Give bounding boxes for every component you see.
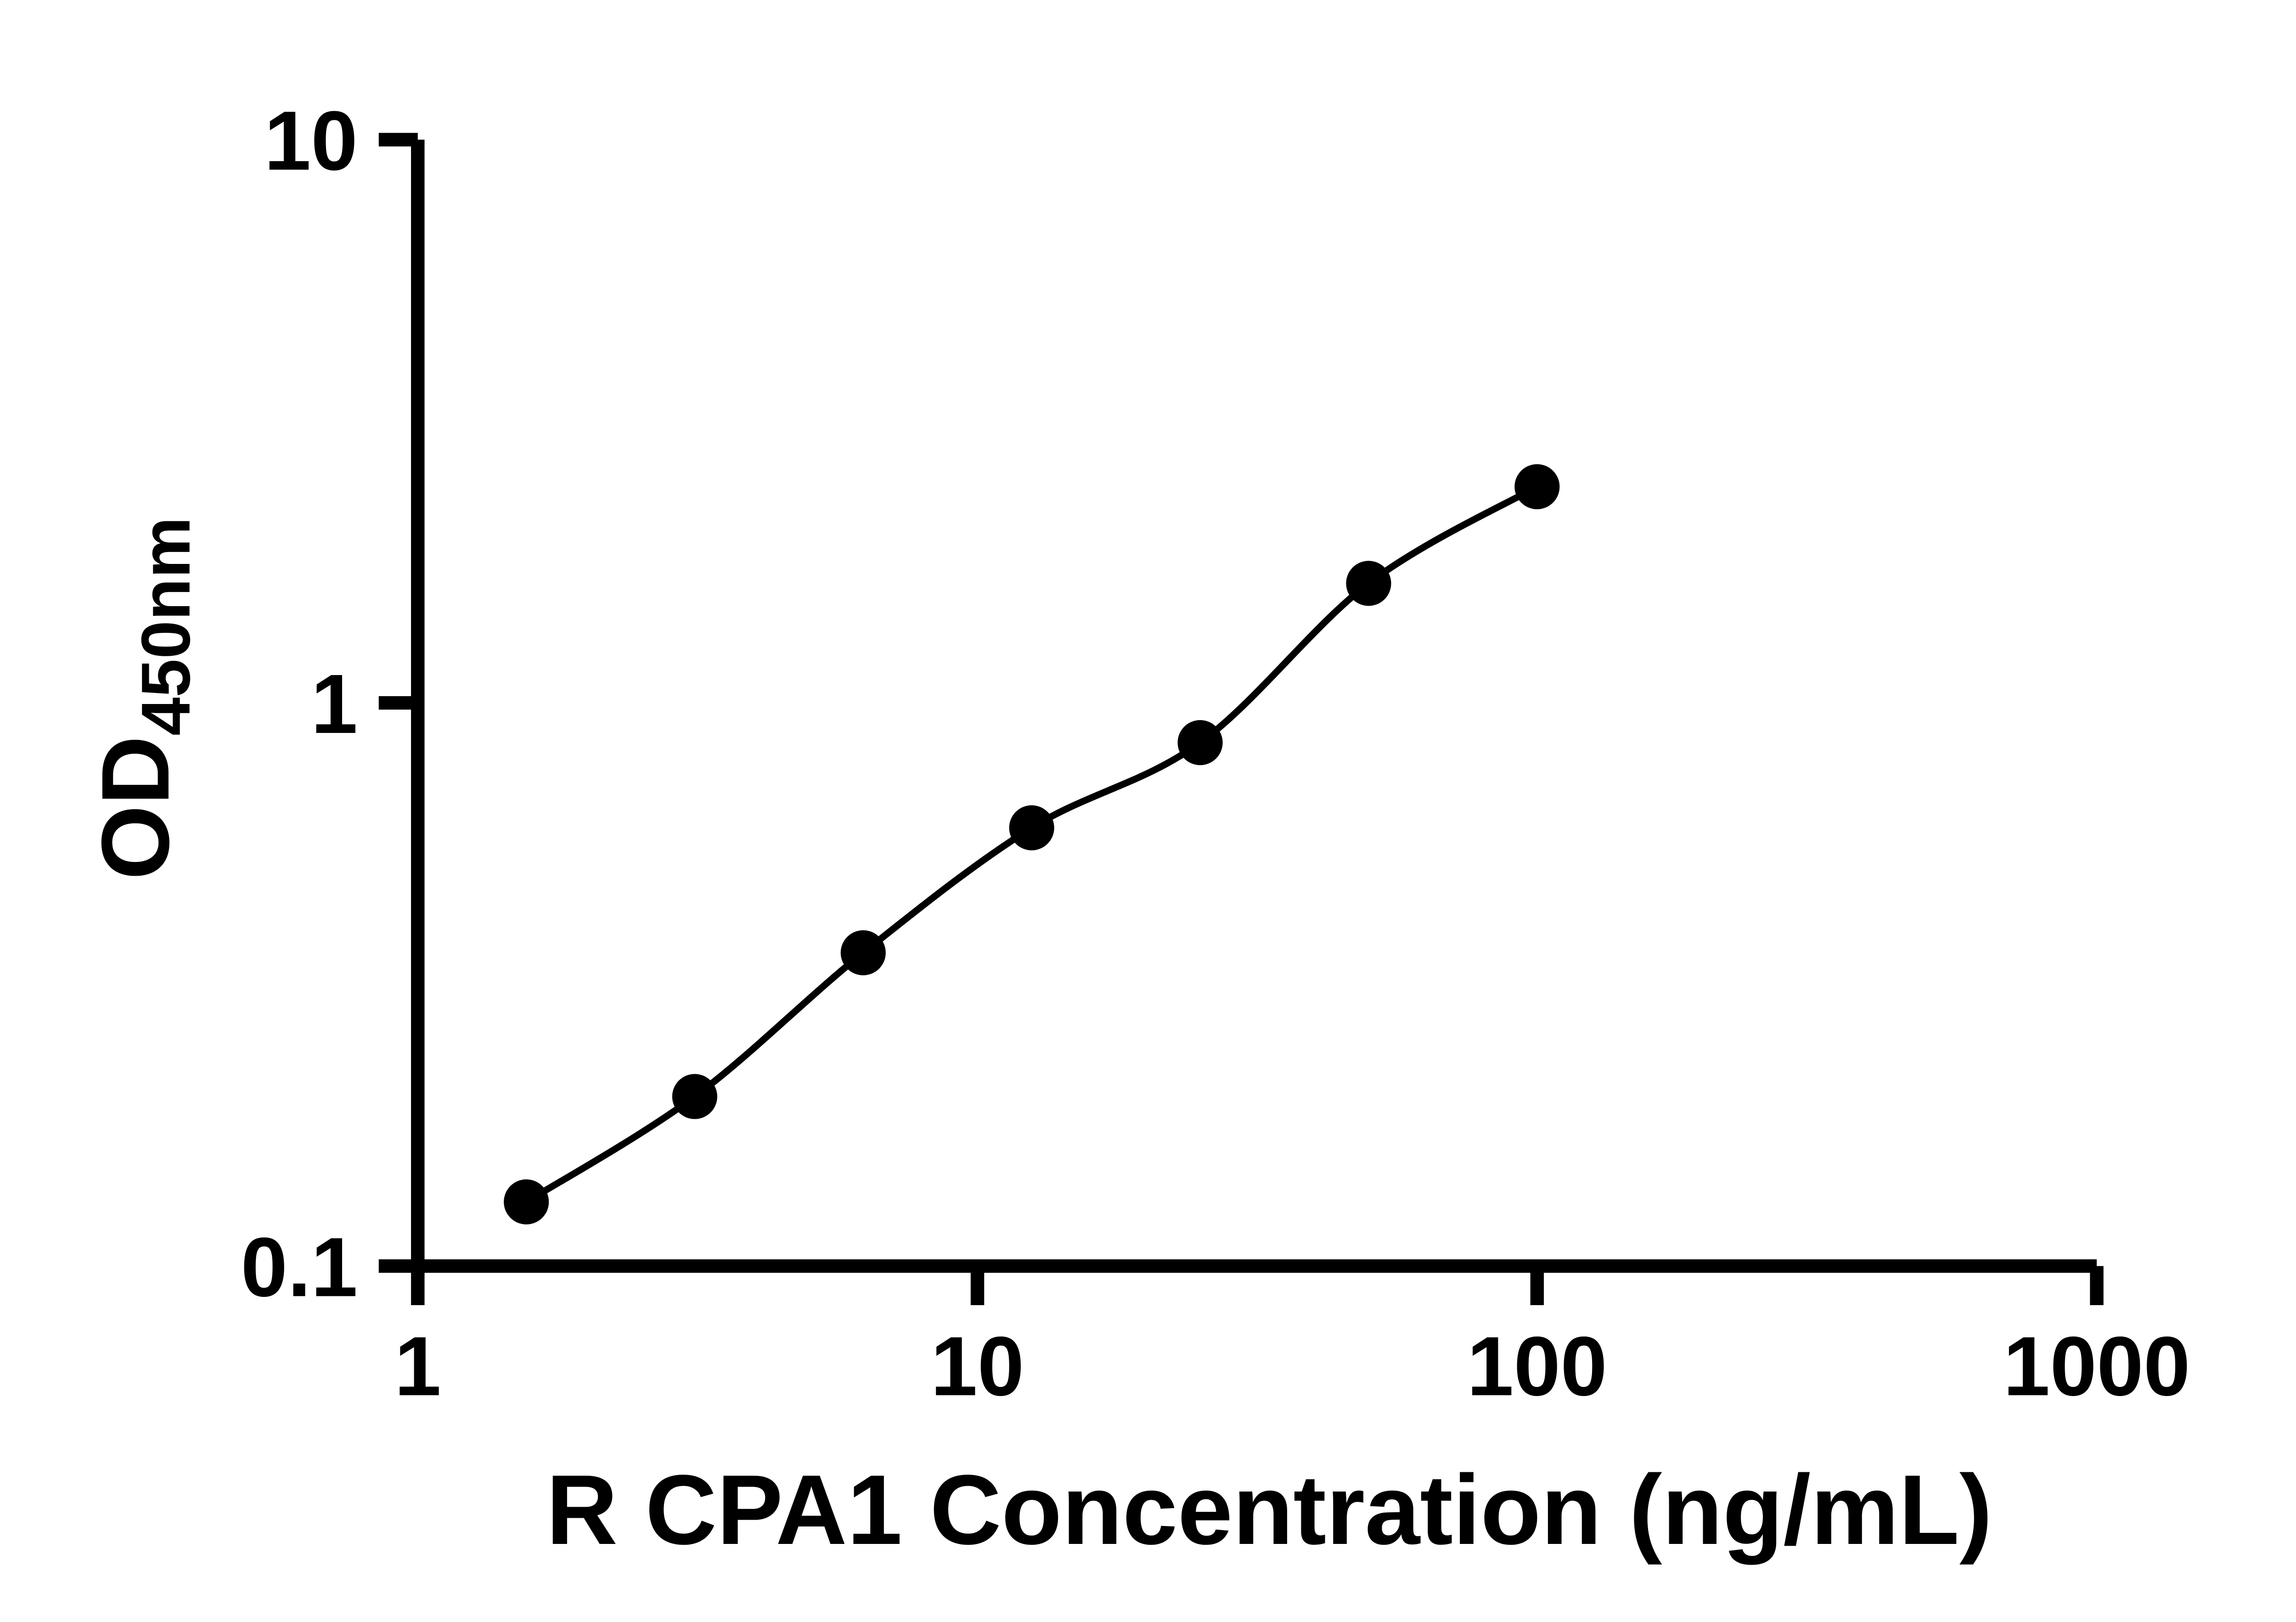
x-tick-label: 100 [1467,1319,1608,1413]
data-point [504,1179,549,1225]
x-axis-title: R CPA1 Concentration (ng/mL) [546,1454,1992,1565]
data-point [1009,805,1054,850]
y-axis-title-main: OD [82,736,189,880]
data-point [840,930,886,975]
data-point [1177,720,1223,766]
plot-layer [504,464,1560,1225]
data-point [1346,561,1391,606]
x-tick-label: 1 [394,1319,441,1413]
data-point [1514,464,1560,509]
y-tick-label: 10 [264,94,358,188]
axis-spines [411,140,2097,1273]
y-axis-title: OD450nm [82,517,204,880]
y-axis-title-subscript: 450nm [127,517,204,736]
y-tick-label: 1 [311,657,358,751]
x-tick-label: 1000 [2003,1319,2190,1413]
y-tick-label: 0.1 [241,1220,358,1314]
data-point [672,1074,717,1119]
x-tick-label: 10 [931,1319,1024,1413]
axes-layer: 1 10 100 1000 0.1 1 10 [241,94,2190,1414]
